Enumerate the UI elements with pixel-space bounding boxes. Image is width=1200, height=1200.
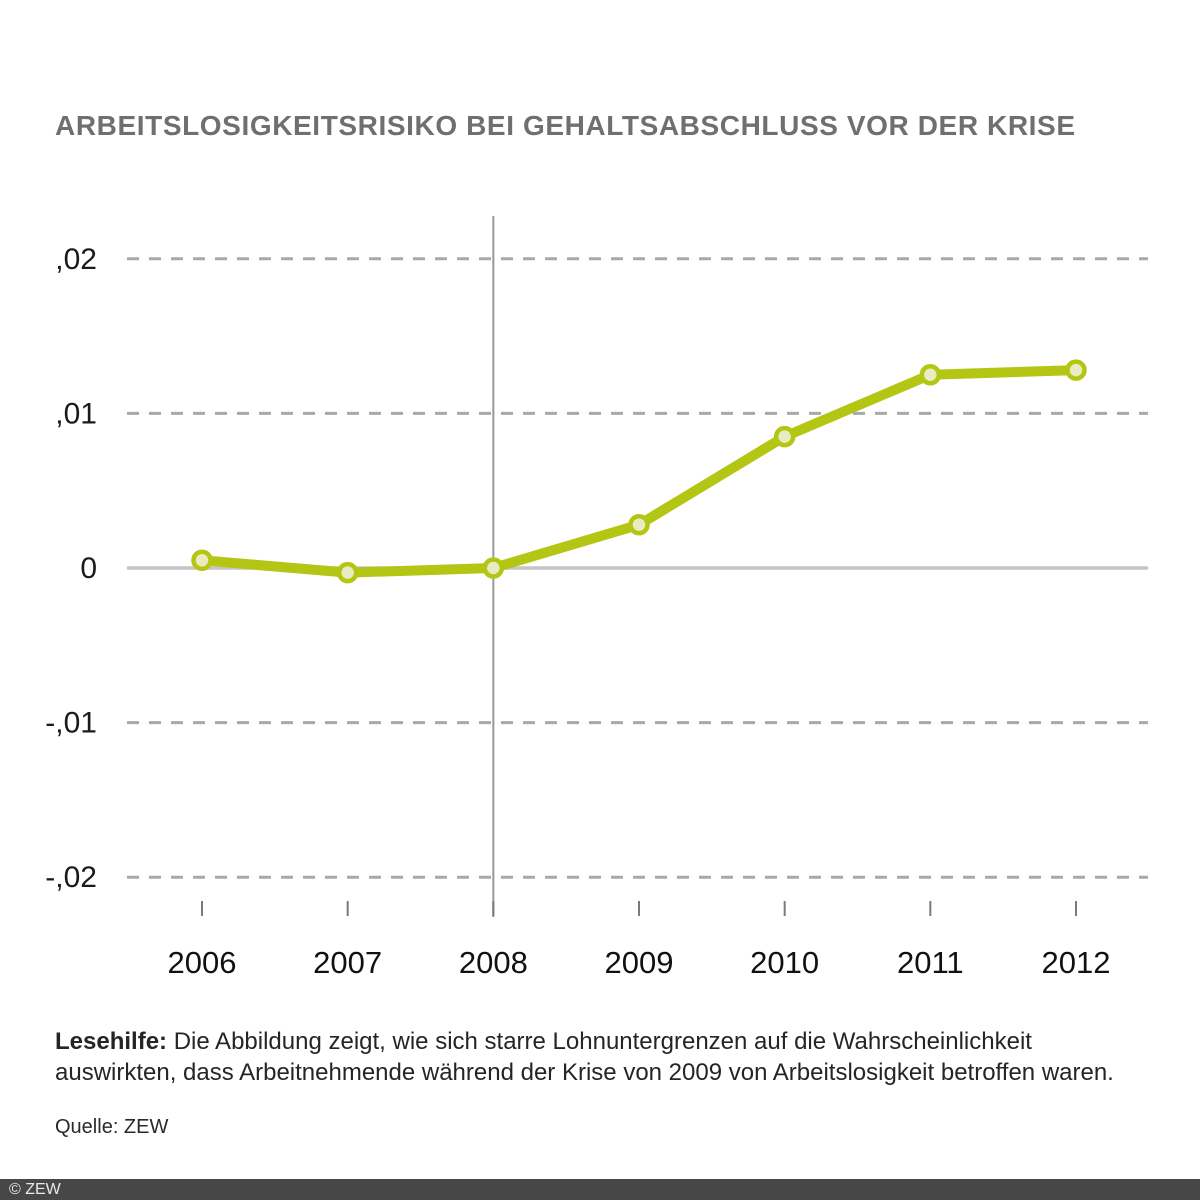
x-tick-label: 2010 — [750, 945, 819, 980]
x-tick-label: 2007 — [313, 945, 382, 980]
series-line — [197, 365, 1081, 578]
data-point-2011 — [919, 364, 942, 386]
y-tick-label: ,01 — [55, 397, 97, 430]
data-point-2010 — [773, 425, 796, 448]
data-point-2009 — [628, 513, 650, 536]
x-tick-label: 2009 — [605, 945, 674, 980]
data-point-2012 — [1065, 359, 1087, 381]
x-tick-label: 2012 — [1042, 945, 1111, 980]
x-tick-label: 2011 — [897, 945, 964, 980]
x-tick-label: 2006 — [168, 945, 237, 980]
data-point-2007 — [336, 561, 359, 584]
reading-help-text: Lesehilfe: Die Abbildung zeigt, wie sich… — [55, 1026, 1135, 1088]
copyright-bar: © ZEW — [0, 1179, 1200, 1200]
y-tick-label: -,01 — [45, 707, 97, 740]
data-point-2008 — [482, 557, 505, 579]
line-chart: ,02 ,01 0 -,01 -,02 2006 2007 2008 2009 2010 2011 2… — [45, 216, 1148, 980]
copyright-text: © ZEW — [9, 1180, 61, 1198]
source-text: Quelle: ZEW — [55, 1116, 169, 1138]
y-tick-label: 0 — [80, 552, 97, 585]
reading-help-body: Die Abbildung zeigt, wie sich starre Loh… — [55, 1028, 1114, 1086]
x-tick-label: 2008 — [459, 945, 528, 980]
reading-help-label: Lesehilfe: — [55, 1028, 168, 1055]
data-point-2006 — [191, 549, 213, 572]
y-tick-label: -,02 — [45, 861, 97, 894]
y-tick-label: ,02 — [55, 243, 97, 276]
page-title: ARBEITSLOSIGKEITSRISIKO BEI GEHALTSABSCH… — [55, 110, 1076, 141]
